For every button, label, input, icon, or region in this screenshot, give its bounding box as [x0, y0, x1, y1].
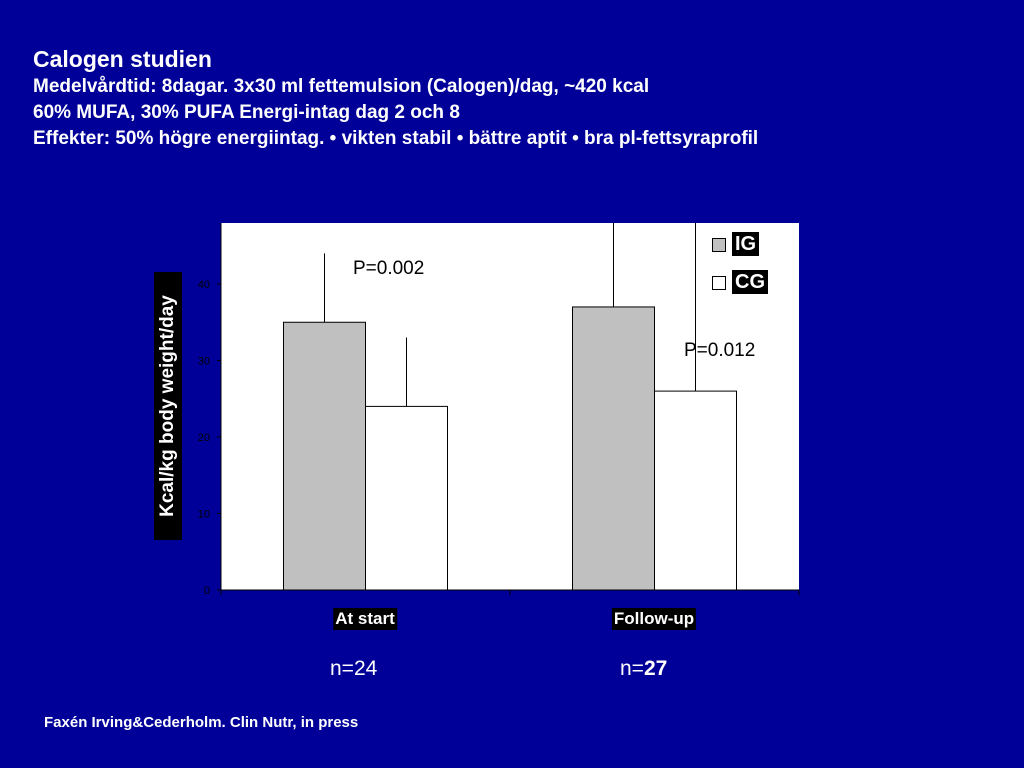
y-tick-label: 10 [198, 509, 210, 521]
slide-header: Calogen studien Medelvårdtid: 8dagar. 3x… [33, 44, 758, 152]
sample-size-start-value: 24 [353, 657, 378, 680]
legend-swatch-cg [712, 276, 726, 290]
error-bars [324, 222, 696, 407]
y-axis-label: Kcal/kg body weight/day [157, 295, 178, 517]
legend-swatch-ig [712, 238, 726, 252]
sample-size-followup-prefix: n= [620, 657, 644, 680]
bars [283, 306, 737, 591]
y-tick-label: 0 [204, 585, 210, 597]
header-line-2: 60% MUFA, 30% PUFA Energi-intag dag 2 oc… [33, 102, 460, 123]
slide-title: Calogen studien [33, 46, 212, 72]
sample-size-followup-value: 27 [643, 657, 668, 680]
header-line-3: Effekter: 50% högre energiintag. • vikte… [33, 128, 759, 149]
header-line-1: Medelvårdtid: 8dagar. 3x30 ml fettemulsi… [33, 76, 650, 97]
sample-size-followup: n=27 [620, 657, 667, 681]
bar-cg-0 [365, 405, 448, 591]
y-axis-label-background [154, 272, 182, 540]
sample-size-start-prefix: n= [330, 657, 354, 680]
y-tick-label: 20 [198, 432, 210, 444]
p-value-start: P=0.002 [353, 258, 425, 279]
legend-label-ig: IG [732, 232, 760, 256]
legend-label-cg: CG [732, 270, 768, 294]
bar-ig-1 [572, 306, 655, 591]
bar-cg-1 [654, 390, 737, 591]
x-category-at-start: At start [333, 608, 397, 630]
y-tick-label: 30 [198, 356, 210, 368]
citation: Faxén Irving&Cederholm. Clin Nutr, in pr… [44, 714, 359, 731]
p-value-followup: P=0.012 [684, 340, 756, 361]
y-tick-label: 40 [198, 279, 210, 291]
sample-size-start: n=24 [330, 657, 377, 681]
bar-ig-0 [283, 321, 366, 591]
x-category-follow-up: Follow-up [611, 608, 697, 630]
